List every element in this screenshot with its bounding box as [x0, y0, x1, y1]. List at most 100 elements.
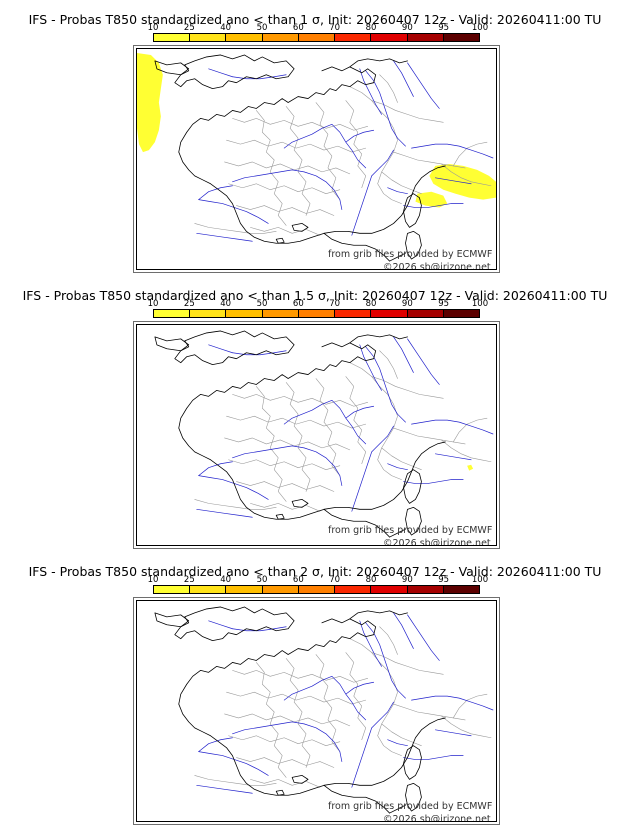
- source-credit: from grib files provided by ECMWF: [328, 801, 493, 812]
- river-1: [283, 399, 333, 425]
- administrative-border-2: [315, 378, 341, 476]
- coastline-7: [291, 223, 309, 232]
- administrative-border-5: [226, 139, 367, 153]
- river-7: [371, 701, 394, 729]
- shaded-probability-area-2: [415, 191, 448, 208]
- coastline-8: [275, 789, 285, 796]
- river-15: [403, 479, 464, 484]
- coastline-0: [154, 612, 190, 628]
- coastline-3: [349, 610, 408, 620]
- river-8: [365, 346, 406, 423]
- river-15: [403, 755, 464, 760]
- river-3: [232, 445, 343, 486]
- map-panel-3: IFS - Probas T850 standardized ano < tha…: [0, 552, 630, 828]
- river-15: [403, 203, 464, 208]
- colorbar-tick-80: 80: [365, 575, 377, 585]
- colorbar-band-5: [335, 586, 372, 593]
- map-panel-2: IFS - Probas T850 standardized ano < tha…: [0, 276, 630, 552]
- colorbar-band-2: [226, 586, 263, 593]
- river-0: [331, 399, 367, 445]
- probability-shading-layer: [137, 52, 496, 208]
- coastline-0: [154, 60, 190, 76]
- copyright-credit: ©2026 sb@irizone.net: [383, 538, 491, 546]
- river-3: [232, 169, 343, 210]
- river-9: [359, 620, 382, 667]
- map-frame[interactable]: from grib files provided by ECMWF ©2026 …: [133, 45, 500, 273]
- administrative-border-10: [349, 638, 402, 756]
- colorbar-tick-70: 70: [329, 23, 341, 33]
- colorbar-tick-labels: 10 25 40 50 60 70 80 90 95 100: [148, 23, 489, 33]
- river-11: [208, 68, 233, 78]
- colorbar-band-8: [443, 34, 479, 41]
- map-frame[interactable]: from grib files provided by ECMWF ©2026 …: [133, 597, 500, 825]
- administrative-border-8: [236, 205, 335, 216]
- river-17: [387, 739, 408, 747]
- administrative-border-16: [452, 693, 488, 719]
- river-4: [198, 475, 269, 500]
- source-credit: from grib files provided by ECMWF: [328, 525, 493, 536]
- administrative-border-1: [285, 658, 311, 768]
- colorbar-band-5: [335, 34, 372, 41]
- probability-shading-layer: [467, 464, 474, 471]
- administrative-border-6: [224, 437, 351, 451]
- coastline-9: [389, 804, 406, 814]
- administrative-border-7: [228, 183, 341, 194]
- river-8: [365, 70, 406, 147]
- river-14: [411, 143, 494, 159]
- administrative-border-7: [228, 459, 341, 470]
- colorbar-tick-40: 40: [220, 23, 232, 33]
- river-12: [407, 62, 440, 109]
- colorbar-tick-100: 100: [471, 299, 489, 309]
- river-3: [232, 721, 343, 762]
- administrative-border-2: [315, 654, 341, 752]
- administrative-border-3: [345, 376, 367, 465]
- coastline-3: [349, 334, 408, 344]
- colorbar-tick-25: 25: [183, 575, 195, 585]
- river-18: [434, 177, 472, 185]
- colorbar-tick-80: 80: [365, 299, 377, 309]
- river-6: [351, 175, 373, 236]
- river-10: [232, 626, 287, 632]
- administrative-border-9: [250, 227, 321, 236]
- map-canvas[interactable]: from grib files provided by ECMWF ©2026 …: [136, 324, 497, 546]
- river-17: [387, 463, 408, 471]
- coastline-6: [405, 506, 422, 536]
- administrative-border-14: [194, 775, 277, 786]
- colorbar-swatches: [153, 309, 480, 318]
- colorbar-band-3: [262, 586, 299, 593]
- colorbar-tick-50: 50: [256, 299, 268, 309]
- coastline-8: [275, 237, 285, 244]
- river-14: [411, 419, 494, 435]
- river-1: [283, 675, 333, 701]
- coastline-8: [275, 513, 285, 520]
- colorbar: 10 25 40 50 60 70 80 90 95 100: [148, 299, 488, 318]
- copyright-credit: ©2026 sb@irizone.net: [383, 262, 491, 270]
- map-canvas[interactable]: from grib files provided by ECMWF ©2026 …: [136, 48, 497, 270]
- colorbar-band-6: [371, 310, 408, 317]
- administrative-border-3: [345, 100, 367, 189]
- colorbar-tick-10: 10: [147, 23, 159, 33]
- panel-title: IFS - Probas T850 standardized ano < tha…: [22, 288, 608, 303]
- coastline-2: [178, 342, 446, 520]
- river-6: [351, 727, 373, 788]
- geography-layer: [154, 606, 494, 814]
- administrative-border-15: [441, 715, 492, 739]
- administrative-border-17: [379, 626, 398, 655]
- map-frame[interactable]: from grib files provided by ECMWF ©2026 …: [133, 321, 500, 549]
- river-13: [393, 336, 414, 373]
- coastline-7: [291, 775, 309, 784]
- colorbar-band-2: [226, 34, 263, 41]
- coastline-6: [405, 230, 422, 260]
- river-0: [331, 123, 367, 169]
- map-canvas[interactable]: from grib files provided by ECMWF ©2026 …: [136, 600, 497, 822]
- administrative-border-0: [256, 110, 287, 226]
- administrative-border-13: [381, 171, 422, 194]
- administrative-border-6: [224, 161, 351, 175]
- administrative-border-11: [371, 100, 444, 123]
- colorbar-swatches: [153, 585, 480, 594]
- colorbar-tick-60: 60: [292, 299, 304, 309]
- coastline-9: [389, 528, 406, 538]
- colorbar: 10 25 40 50 60 70 80 90 95 100: [148, 23, 489, 42]
- river-7: [371, 425, 394, 453]
- colorbar-tick-95: 95: [438, 575, 450, 585]
